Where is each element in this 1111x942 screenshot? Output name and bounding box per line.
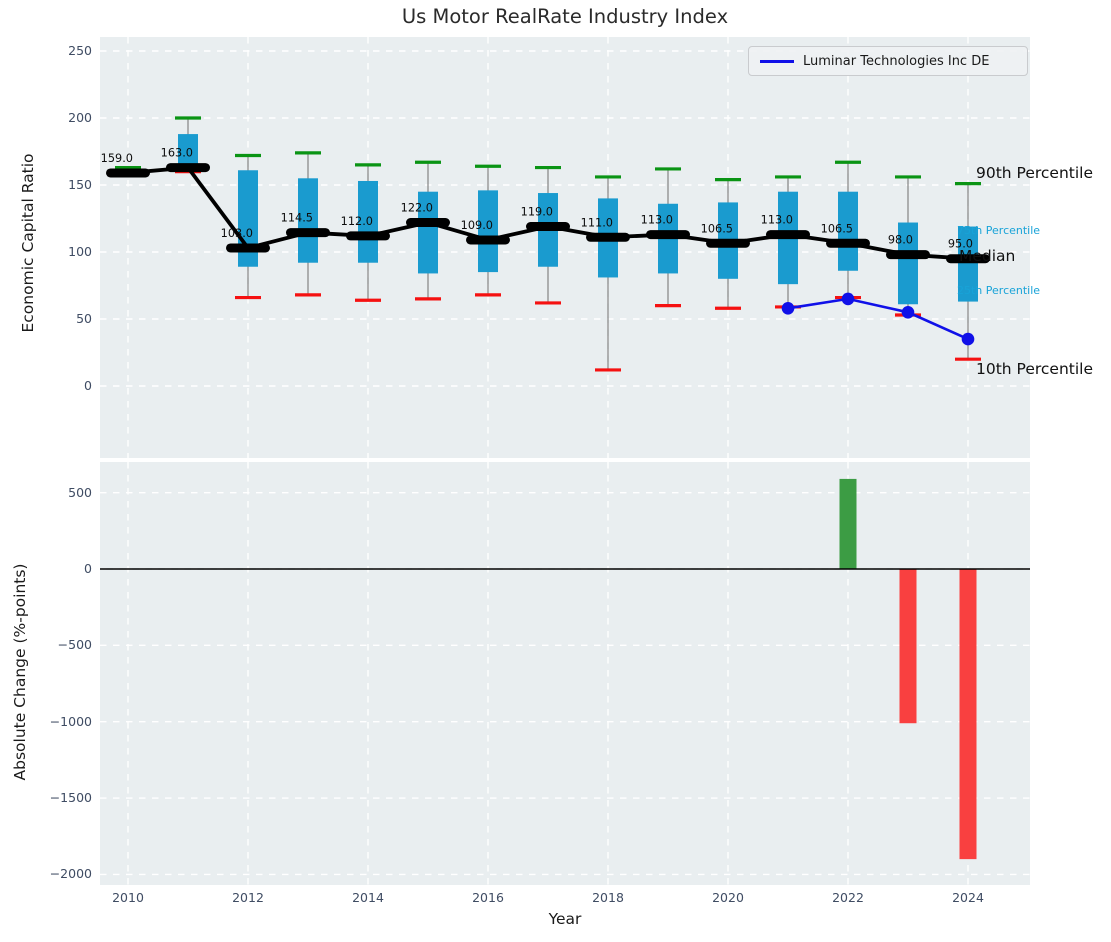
box-2013: [298, 178, 318, 263]
annotation-75th-percentile: 75th Percentile: [957, 224, 1041, 237]
median-marker-2014: [346, 231, 390, 241]
median-marker-2018: [586, 232, 630, 242]
xtick-2020: 2020: [712, 890, 744, 905]
median-value-label-2017: 119.0: [521, 206, 553, 219]
legend-label: Luminar Technologies Inc DE: [803, 53, 990, 69]
median-marker-2012: [226, 243, 270, 253]
box-2016: [478, 190, 498, 273]
median-marker-2010: [106, 168, 150, 178]
annotation-25th-percentile: 25th Percentile: [957, 284, 1041, 297]
box-2014: [358, 180, 378, 263]
median-marker-2016: [466, 235, 510, 245]
bottom-plot-canvas: [100, 462, 1030, 885]
median-value-label-2023: 98.0: [888, 234, 913, 247]
annotation-90th-percentile: 90th Percentile: [976, 164, 1094, 182]
top-ytick-100: 100: [68, 244, 92, 259]
absolute-change-plot: [100, 462, 1030, 885]
annotation-median: Median: [959, 247, 1016, 265]
chart-title: Us Motor RealRate Industry Index: [401, 5, 729, 28]
median-value-label-2010: 159.0: [101, 152, 133, 165]
xtick-2024: 2024: [952, 890, 984, 905]
median-marker-2021: [766, 230, 810, 240]
median-value-label-2021: 113.0: [761, 214, 793, 227]
median-marker-2020: [706, 238, 750, 248]
company-line: [787, 297, 969, 341]
box-2024: [958, 226, 978, 302]
median-marker-2013: [286, 228, 330, 238]
bottom-ytick--500: −500: [57, 637, 92, 653]
median-marker-2011: [166, 163, 210, 173]
top-ytick-50: 50: [76, 311, 92, 326]
median-value-label-2019: 113.0: [641, 214, 673, 227]
median-marker-2023: [886, 250, 930, 260]
box-2023: [898, 222, 918, 305]
bar-2023: [899, 569, 917, 724]
top-ytick-250: 250: [68, 43, 92, 58]
median-value-label-2013: 114.5: [281, 212, 313, 225]
top-plot-canvas: 159.0 163.0 103.0 114.5 112.0 122.0 109.0 119.0…: [100, 37, 1030, 458]
xtick-2018: 2018: [592, 890, 624, 905]
bottom-ytick-500: 500: [68, 484, 92, 500]
bottom-ytick--2000: −2000: [49, 866, 92, 882]
median-marker-2015: [406, 218, 450, 228]
median-value-label-2020: 106.5: [701, 222, 733, 235]
median-marker-2019: [646, 230, 690, 240]
company-point-2021: [781, 301, 795, 315]
median-marker-2017: [526, 222, 570, 232]
xtick-2016: 2016: [472, 890, 504, 905]
median-value-label-2022: 106.5: [821, 222, 853, 235]
median-value-label-2011: 163.0: [161, 147, 193, 160]
bottom-ytick-0: 0: [84, 561, 92, 576]
box-2015: [418, 191, 438, 274]
xtick-2010: 2010: [112, 890, 144, 905]
legend-box: Luminar Technologies Inc DE: [748, 46, 1028, 76]
median-value-label-2014: 112.0: [341, 215, 373, 228]
company-point-2024: [961, 332, 975, 346]
xtick-2012: 2012: [232, 890, 264, 905]
company-point-2023: [901, 306, 915, 319]
xtick-2022: 2022: [832, 890, 864, 905]
bar-2024: [959, 569, 977, 860]
top-y-axis-label: Economic Capital Ratio: [19, 153, 37, 333]
bar-2022: [839, 478, 857, 569]
annotation-10th-percentile: 10th Percentile: [976, 360, 1094, 378]
legend-line-swatch: [760, 59, 794, 63]
top-ytick-0: 0: [84, 378, 92, 393]
bottom-y-axis-label: Absolute Change (%-points): [11, 563, 29, 781]
company-point-2022: [841, 292, 855, 306]
median-value-label-2012: 103.0: [221, 227, 253, 240]
median-value-label-2024: 95.0: [948, 238, 973, 251]
median-marker-2024: [946, 254, 990, 264]
x-axis-label: Year: [548, 910, 582, 928]
median-value-label-2015: 122.0: [401, 202, 433, 215]
xtick-2014: 2014: [352, 890, 384, 905]
median-value-label-2016: 109.0: [461, 219, 493, 232]
median-value-label-2018: 111.0: [581, 216, 613, 229]
economic-capital-ratio-plot: 159.0 163.0 103.0 114.5 112.0 122.0 109.0 119.0…: [100, 37, 1030, 458]
bottom-ytick--1000: −1000: [49, 713, 92, 729]
bottom-ytick--1500: −1500: [49, 790, 92, 806]
box-2022: [838, 191, 858, 271]
top-ytick-200: 200: [68, 110, 92, 125]
box-2011: [178, 134, 198, 171]
top-ytick-150: 150: [68, 177, 92, 192]
median-marker-2022: [826, 238, 870, 248]
